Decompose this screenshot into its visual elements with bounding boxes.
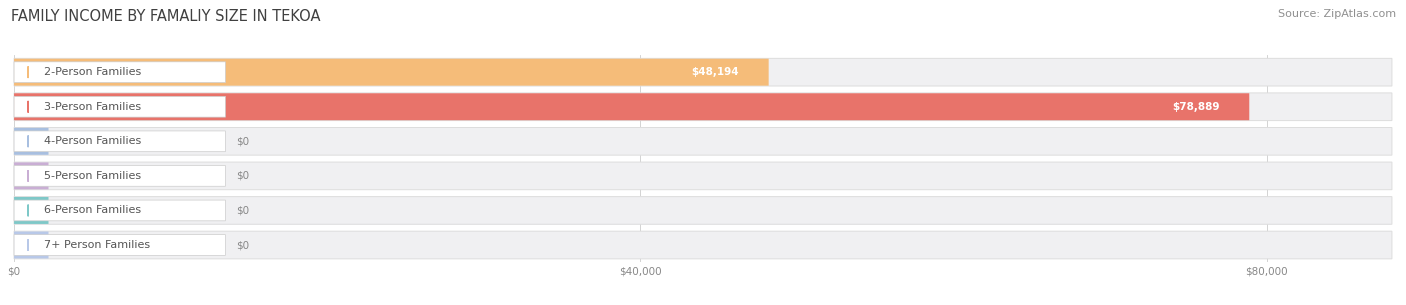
Text: $48,194: $48,194	[692, 67, 740, 77]
FancyBboxPatch shape	[14, 127, 1392, 155]
FancyBboxPatch shape	[14, 162, 1392, 190]
FancyBboxPatch shape	[14, 93, 1250, 120]
FancyBboxPatch shape	[14, 93, 1392, 120]
FancyBboxPatch shape	[14, 166, 225, 186]
Text: $0: $0	[236, 240, 249, 250]
FancyBboxPatch shape	[14, 96, 225, 117]
Text: 2-Person Families: 2-Person Families	[44, 67, 141, 77]
FancyBboxPatch shape	[14, 58, 1392, 86]
FancyBboxPatch shape	[1150, 100, 1241, 114]
Text: 5-Person Families: 5-Person Families	[44, 171, 141, 181]
FancyBboxPatch shape	[14, 131, 225, 152]
Text: 3-Person Families: 3-Person Families	[44, 102, 141, 112]
FancyBboxPatch shape	[14, 62, 225, 83]
FancyBboxPatch shape	[14, 162, 48, 189]
FancyBboxPatch shape	[14, 235, 225, 255]
Text: 7+ Person Families: 7+ Person Families	[44, 240, 150, 250]
Text: FAMILY INCOME BY FAMALIY SIZE IN TEKOA: FAMILY INCOME BY FAMALIY SIZE IN TEKOA	[11, 9, 321, 24]
Text: $0: $0	[236, 206, 249, 215]
Text: $0: $0	[236, 171, 249, 181]
FancyBboxPatch shape	[14, 200, 225, 221]
Text: Source: ZipAtlas.com: Source: ZipAtlas.com	[1278, 9, 1396, 19]
Text: $0: $0	[236, 136, 249, 146]
FancyBboxPatch shape	[14, 128, 48, 155]
Text: 4-Person Families: 4-Person Families	[44, 136, 141, 146]
FancyBboxPatch shape	[14, 197, 48, 224]
FancyBboxPatch shape	[14, 59, 769, 86]
FancyBboxPatch shape	[14, 231, 1392, 259]
FancyBboxPatch shape	[14, 197, 1392, 224]
FancyBboxPatch shape	[14, 231, 48, 259]
FancyBboxPatch shape	[671, 65, 761, 79]
Text: $78,889: $78,889	[1173, 102, 1220, 112]
Text: 6-Person Families: 6-Person Families	[44, 206, 141, 215]
